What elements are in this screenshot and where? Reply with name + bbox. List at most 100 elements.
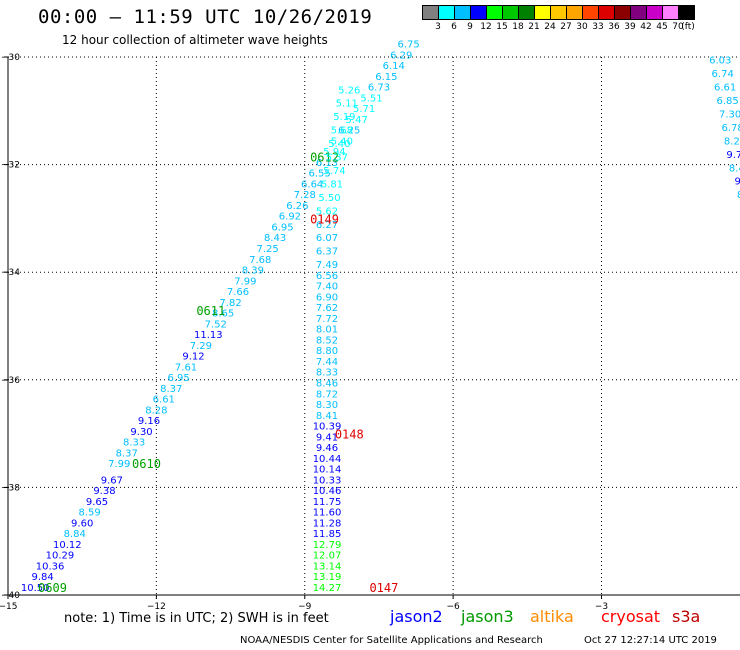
wave-height-point: 12.07 — [313, 551, 342, 562]
color-scale-label: 9 — [467, 22, 473, 32]
wave-height-point: 10.46 — [313, 486, 342, 497]
wave-height-point: 6.78 — [721, 123, 740, 134]
color-scale-label: 6 — [451, 22, 457, 32]
color-scale-legend — [422, 5, 695, 20]
wave-height-point: 12.79 — [313, 540, 342, 551]
wave-height-point: 5.74 — [323, 166, 345, 177]
color-scale-label: 30 — [576, 22, 588, 32]
pass-number-label: 0148 — [335, 428, 364, 442]
color-scale-label: 70 — [672, 22, 684, 32]
wave-height-point: 6.56 — [316, 271, 338, 282]
y-tick-label: −30 — [1, 53, 20, 63]
wave-height-point: 8.01 — [316, 325, 338, 336]
y-tick-label: −34 — [1, 268, 20, 278]
wave-height-point: 10.44 — [313, 454, 342, 465]
wave-height-point: 6.37 — [316, 247, 338, 258]
wave-height-point: 5.19 — [333, 112, 355, 123]
y-tick-label: −36 — [1, 376, 20, 386]
wave-height-point: 7.28 — [294, 190, 316, 201]
color-scale-label: 36 — [608, 22, 620, 32]
x-tick-label: −6 — [446, 602, 460, 612]
color-scale-label: 45 — [656, 22, 668, 32]
legend-entry-cryosat: cryosat — [601, 607, 661, 626]
color-scale-label: 15 — [496, 22, 508, 32]
wave-height-point: 6.64 — [301, 179, 323, 190]
wave-height-point: 6.75 — [397, 40, 419, 51]
wave-height-point: 9.73 — [726, 150, 740, 161]
x-tick-label: −3 — [595, 602, 608, 612]
wave-height-point: 6.61 — [714, 83, 736, 94]
wave-height-point: 7.52 — [205, 319, 227, 330]
wave-height-point: 6.25 — [338, 126, 360, 137]
credit-text: NOAA/NESDIS Center for Satellite Applica… — [240, 635, 543, 646]
legend-entry-jason2: jason2 — [390, 607, 443, 626]
x-tick-label: −12 — [147, 602, 166, 612]
wave-height-point: 8.5 — [737, 190, 740, 201]
wave-height-point: 6.95 — [271, 222, 293, 233]
wave-height-point: 6.90 — [316, 292, 338, 303]
wave-height-point: 8.80 — [316, 346, 338, 357]
wave-height-point: 6.95 — [168, 373, 190, 384]
wave-height-point: 8.52 — [316, 335, 338, 346]
wave-height-point: 8.39 — [242, 266, 264, 277]
wave-height-point: 6.74 — [712, 69, 734, 80]
wave-height-point: 5.62 — [316, 206, 338, 217]
wave-height-point: 6.15 — [375, 72, 397, 83]
wave-height-point: 5.11 — [336, 99, 358, 110]
wave-height-point: 5.50 — [318, 193, 340, 204]
units-note: note: 1) Time is in UTC; 2) SWH is in fe… — [64, 611, 329, 626]
wave-height-point: 8.59 — [78, 508, 100, 519]
wave-height-point: 9.67 — [101, 475, 123, 486]
wave-height-point: 11.13 — [194, 330, 223, 341]
color-scale-label: 18 — [512, 22, 524, 32]
color-scale-label: 24 — [544, 22, 556, 32]
color-scale-label: 27 — [560, 22, 572, 32]
wave-height-point: 9.46 — [316, 443, 338, 454]
wave-height-point: 9.12 — [182, 352, 204, 363]
wave-height-point: 13.14 — [313, 561, 342, 572]
wave-height-point: 9.60 — [71, 518, 93, 529]
wave-height-point: 11.75 — [313, 497, 342, 508]
wave-height-point: 11.60 — [313, 508, 342, 519]
x-tick-label: −9 — [298, 602, 312, 612]
color-scale-label: 39 — [624, 22, 636, 32]
y-tick-label: −38 — [1, 483, 20, 493]
wave-height-point: 9.1 — [735, 177, 740, 188]
color-scale-label: 42 — [640, 22, 652, 32]
chart-title: 00:00 – 11:59 UTC 10/26/2019 — [38, 6, 373, 28]
wave-height-point: 8.43 — [264, 233, 286, 244]
pass-number-label: 0609 — [38, 581, 67, 595]
wave-height-point: 9.30 — [130, 427, 152, 438]
wave-height-point: 10.33 — [313, 475, 342, 486]
wave-height-point: 5.71 — [353, 104, 375, 115]
wave-height-point: 10.50 — [21, 583, 50, 594]
color-swatch — [678, 5, 695, 20]
color-scale-label: 33 — [592, 22, 604, 32]
wave-height-point: 6.07 — [316, 233, 338, 244]
wave-height-point: 10.12 — [53, 540, 82, 551]
wave-height-point: 6.73 — [368, 83, 390, 94]
color-scale-label: (ft) — [681, 22, 695, 32]
color-scale-label: 3 — [435, 22, 441, 32]
wave-height-point: 8.28 — [145, 405, 167, 416]
wave-height-point: 7.62 — [316, 303, 338, 314]
wave-height-point: 8.40 — [729, 163, 740, 174]
wave-height-point: 5.68 — [331, 126, 353, 137]
wave-height-point: 5.51 — [360, 93, 382, 104]
wave-height-point: 5.40 — [328, 139, 350, 150]
wave-height-point: 7.49 — [316, 260, 338, 271]
wave-height-point: 8.33 — [316, 368, 338, 379]
color-scale-labels: 3 6 9 12 15 18 21 24 27 30 33 36 39 42 45 70 (ft) — [422, 22, 740, 34]
wave-height-point: 5.47 — [346, 115, 368, 126]
wave-height-point: 9.84 — [31, 572, 53, 583]
wave-height-point: 6.92 — [279, 212, 301, 223]
wave-height-point: 10.14 — [313, 465, 342, 476]
wave-height-point: 5.81 — [321, 179, 343, 190]
wave-height-point: 8.37 — [160, 384, 182, 395]
legend-entry-s3a: s3a — [672, 607, 701, 626]
wave-height-point: 6.85 — [717, 96, 739, 107]
wave-height-point: 8.37 — [116, 448, 138, 459]
pass-number-label: 0611 — [196, 304, 225, 318]
pass-number-label: 0610 — [132, 457, 161, 471]
wave-height-point: 5.94 — [323, 147, 345, 158]
